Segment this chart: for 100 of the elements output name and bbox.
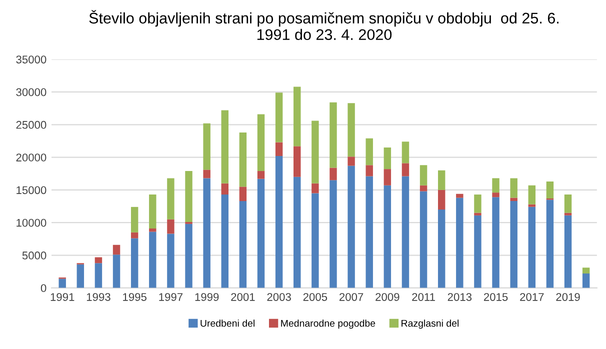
bar: [384, 169, 392, 186]
bar: [94, 263, 102, 288]
bar: [330, 168, 337, 180]
bar: [510, 201, 518, 288]
bar: [528, 204, 536, 207]
bar: [239, 201, 247, 288]
bar: [474, 215, 482, 288]
y-tick-label: 35000: [16, 56, 46, 64]
bar: [112, 254, 120, 288]
x-tick-label: 2001: [231, 293, 255, 301]
bar: [438, 210, 446, 288]
bar: [402, 142, 410, 164]
x-tick-label: 2009: [376, 293, 400, 301]
x-tick-label: 2019: [556, 293, 580, 301]
bar: [130, 232, 138, 238]
bar: [294, 176, 301, 288]
x-tick-label: 1991: [50, 293, 74, 301]
legend-label: Razglasni del: [402, 320, 458, 329]
bar: [330, 102, 337, 168]
bar: [294, 86, 301, 146]
y-tick-label: 30000: [16, 88, 46, 96]
bar: [312, 193, 319, 288]
bar: [474, 212, 482, 216]
y-tick-label: 20000: [16, 154, 46, 162]
y-tick-label: 5000: [22, 252, 46, 260]
x-tick-label: 2003: [267, 293, 291, 301]
bar: [167, 219, 174, 234]
bar: [456, 198, 464, 288]
bar: [348, 156, 355, 166]
legend-label: Mednarodne pogodbe: [281, 320, 376, 329]
bar: [564, 194, 572, 213]
x-tick-label: 1999: [195, 293, 219, 301]
bar: [221, 110, 228, 184]
bar: [257, 114, 265, 172]
bar: [257, 171, 265, 179]
bar: [149, 232, 156, 288]
x-tick-label: 2013: [448, 293, 472, 301]
bar: [94, 257, 102, 264]
bar: [402, 163, 410, 176]
bar: [130, 206, 138, 232]
bar: [239, 132, 247, 187]
bar: [348, 103, 355, 157]
bar: [275, 92, 283, 142]
bar: [149, 228, 156, 232]
bar: [510, 178, 518, 198]
bar: [546, 181, 554, 198]
bar: [582, 268, 590, 274]
x-tick-label: 2005: [303, 293, 328, 301]
bar: [221, 194, 228, 288]
bar: [167, 178, 174, 220]
bar: [294, 146, 301, 177]
bar: [366, 165, 373, 176]
legend-label: Uredbeni del: [200, 320, 254, 327]
bar: [203, 178, 210, 288]
x-tick-label: 2007: [340, 293, 364, 301]
bar: [76, 264, 84, 288]
bar: [528, 206, 536, 288]
bar: [384, 148, 392, 170]
bar: [420, 165, 428, 186]
bar: [239, 186, 247, 202]
bar: [330, 180, 337, 288]
x-tick-label: 1993: [86, 293, 110, 301]
bar: [564, 215, 572, 288]
y-tick-label: 25000: [16, 120, 46, 129]
bar: [420, 185, 428, 192]
bar: [149, 194, 156, 228]
x-tick-label: 2015: [484, 293, 508, 301]
bar: [456, 194, 464, 198]
bar: [221, 183, 228, 195]
x-tick-label: 1995: [123, 293, 146, 301]
bar: [420, 191, 428, 288]
chart-title: Število objavljenih strani po posamičnem snopiču v obdobju od 25. 6. 1991 do 23. 4. 2020: [89, 10, 559, 40]
bar: [312, 120, 319, 184]
bar: [492, 197, 500, 288]
bar: [438, 170, 446, 190]
bar: [275, 142, 283, 156]
bar: [185, 224, 192, 288]
bar: [366, 176, 373, 288]
bar: [546, 200, 554, 288]
bar: [112, 244, 120, 255]
bar: [510, 198, 518, 202]
bar: [402, 176, 410, 288]
bar: [130, 238, 138, 288]
x-tick-label: 1997: [159, 293, 183, 301]
bar: [438, 190, 446, 210]
bar: [582, 274, 590, 288]
x-tick-label: 2011: [412, 293, 435, 301]
bar: [474, 194, 482, 213]
bar: [203, 170, 210, 178]
bar: [257, 178, 265, 288]
bar: [348, 166, 355, 288]
bar: [58, 278, 66, 288]
bar: [528, 185, 536, 204]
bar: [275, 156, 283, 288]
bar: [384, 185, 392, 288]
bar: [492, 192, 500, 198]
bar: [203, 123, 210, 170]
y-tick-label: 15000: [16, 186, 46, 194]
bar: [185, 171, 192, 222]
bar: [564, 212, 572, 216]
